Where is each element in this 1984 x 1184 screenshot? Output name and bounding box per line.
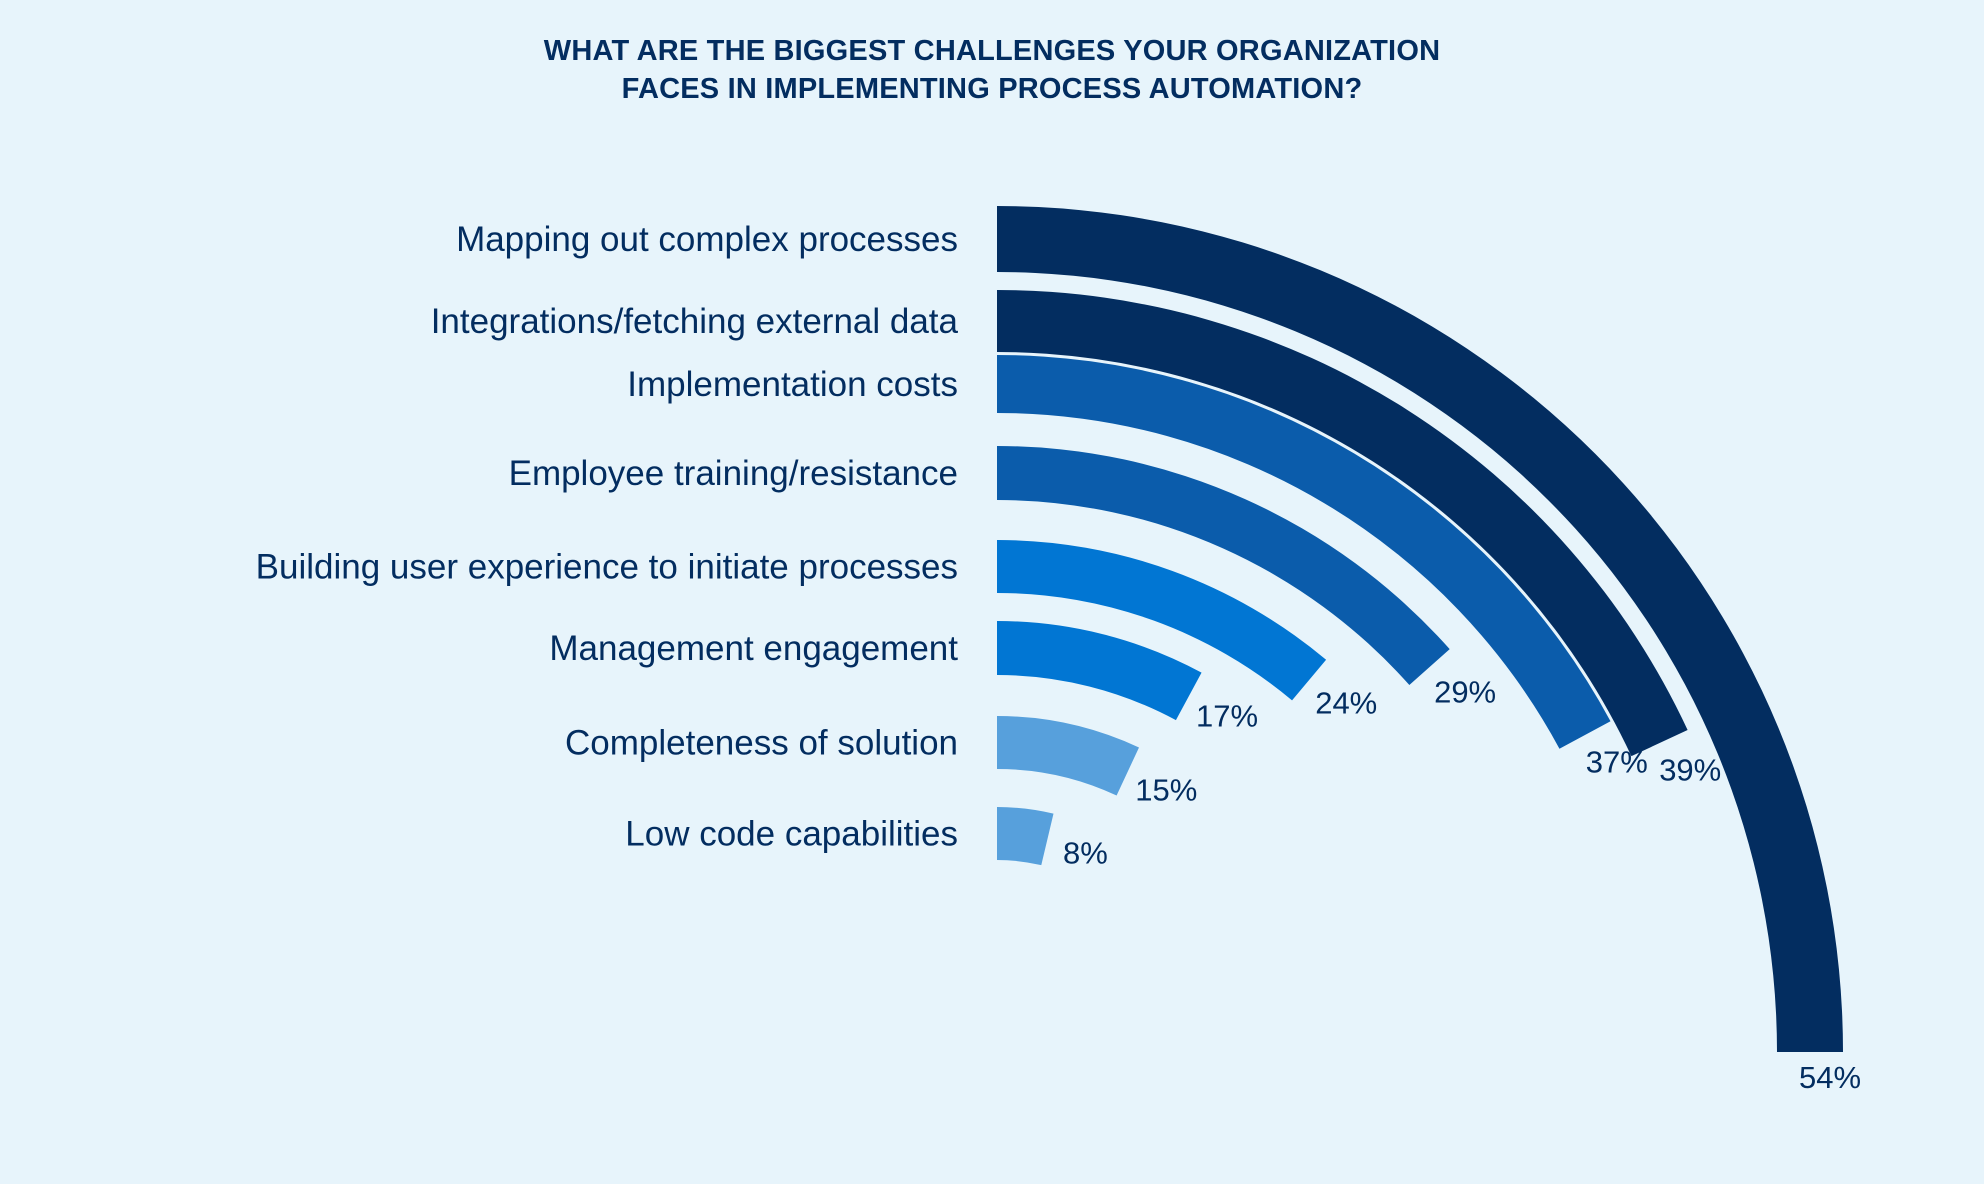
radial-bar [997, 716, 1139, 796]
value-label: 29% [1434, 675, 1496, 710]
chart-title: WHAT ARE THE BIGGEST CHALLENGES YOUR ORG… [0, 32, 1984, 108]
value-label: 8% [1063, 836, 1108, 871]
category-label: Integrations/fetching external data [431, 302, 959, 341]
radial-bar [997, 206, 1843, 1052]
category-label: Implementation costs [627, 365, 958, 404]
category-label: Building user experience to initiate pro… [256, 548, 958, 587]
radial-bar [997, 621, 1202, 721]
value-label: 24% [1315, 686, 1377, 721]
value-label: 15% [1135, 772, 1197, 807]
category-label: Employee training/resistance [509, 454, 958, 493]
value-label: 54% [1799, 1060, 1861, 1095]
category-label: Management engagement [549, 629, 958, 668]
value-label: 17% [1196, 698, 1258, 733]
category-label: Low code capabilities [625, 815, 958, 854]
category-label: Completeness of solution [565, 724, 958, 763]
radial-bar [997, 540, 1327, 701]
radial-bar [997, 807, 1054, 866]
radial-bar [997, 446, 1450, 686]
radial-bar [997, 355, 1611, 749]
value-label: 37% [1586, 744, 1648, 779]
chart-title-line-2: FACES IN IMPLEMENTING PROCESS AUTOMATION… [621, 73, 1363, 105]
radial-bar [997, 290, 1688, 757]
category-label: Mapping out complex processes [456, 220, 958, 259]
chart-title-line-1: WHAT ARE THE BIGGEST CHALLENGES YOUR ORG… [543, 35, 1441, 67]
value-label: 39% [1659, 753, 1721, 788]
